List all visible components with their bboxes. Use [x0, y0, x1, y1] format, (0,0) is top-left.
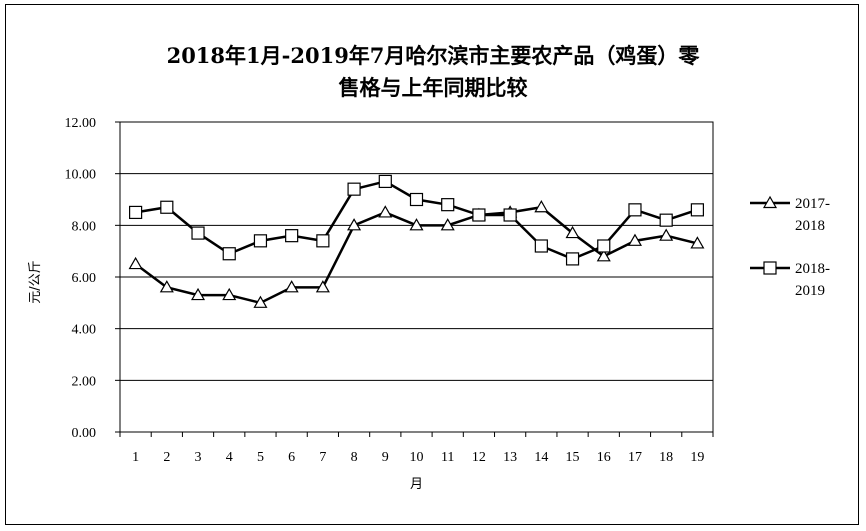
- legend-label-2-line1: 2018-: [795, 261, 830, 277]
- series-1-point: [222, 287, 237, 301]
- series-2-point: [628, 203, 642, 217]
- series-1-point: [440, 218, 455, 231]
- legend-label-2-line2: 2019: [795, 283, 825, 299]
- series-2-point: [129, 205, 143, 220]
- series-1-point: [159, 280, 174, 293]
- series-2-point: [378, 174, 392, 189]
- x-tick-label: 4: [226, 450, 233, 465]
- x-tick-label: 3: [195, 450, 202, 465]
- series-2-point: [565, 252, 580, 266]
- x-tick-label: 16: [597, 450, 611, 465]
- y-tick-label: 6.00: [72, 271, 97, 286]
- series-1-point: [315, 280, 330, 293]
- series-1-point: [190, 287, 206, 301]
- series-2-point: [160, 200, 174, 214]
- x-tick-label: 6: [288, 450, 295, 465]
- x-tick-label: 8: [351, 450, 358, 465]
- series-1-point: [378, 205, 393, 218]
- x-tick-label: 15: [566, 450, 580, 465]
- chart-title-line2: 售格与上年同期比较: [338, 75, 528, 100]
- y-tick-label: 0.00: [72, 426, 97, 441]
- x-tick-label: 13: [503, 450, 517, 465]
- x-tick-label: 14: [534, 450, 548, 465]
- chart-frame: [5, 4, 859, 525]
- series-1-point: [659, 228, 674, 241]
- series-2-point: [347, 182, 361, 196]
- x-tick-label: 9: [382, 450, 389, 465]
- y-tick-label: 2.00: [72, 374, 97, 389]
- x-tick-label: 19: [690, 450, 704, 465]
- series-1-point: [596, 249, 611, 262]
- x-tick-label: 18: [659, 450, 673, 465]
- y-axis-label: 元/公斤: [28, 260, 43, 303]
- series-2-point: [441, 198, 455, 212]
- series-1-point: [409, 218, 424, 231]
- legend-label-1-line1: 2017-: [795, 196, 830, 212]
- x-tick-label: 10: [410, 450, 424, 465]
- series-1-point: [284, 280, 299, 293]
- legend-label-1-line2: 2018: [795, 218, 825, 234]
- series-1-point: [253, 295, 268, 308]
- series-1-point: [347, 218, 362, 231]
- series-2-point: [191, 226, 205, 240]
- y-tick-label: 12.00: [65, 116, 97, 131]
- series-1-point: [627, 233, 643, 246]
- y-tick-label: 8.00: [72, 219, 97, 234]
- series-2-point: [222, 247, 236, 261]
- series-2-point: [534, 239, 548, 253]
- series-1-point: [128, 256, 143, 270]
- series-2-point: [690, 203, 704, 217]
- x-tick-label: 17: [628, 450, 642, 465]
- y-tick-label: 10.00: [65, 168, 97, 183]
- series-2-point: [659, 213, 673, 227]
- x-tick-label: 1: [132, 450, 139, 465]
- series-2-point: [253, 234, 268, 248]
- series-1-point: [565, 225, 580, 239]
- series-2-point: [503, 208, 517, 222]
- x-tick-label: 2: [163, 450, 170, 465]
- x-tick-label: 5: [257, 450, 264, 465]
- series-2-point: [597, 239, 611, 253]
- y-tick-label: 4.00: [72, 323, 97, 338]
- x-tick-label: 12: [472, 450, 486, 465]
- legend-marker-2: [763, 261, 777, 275]
- x-axis-label: 月: [410, 477, 423, 492]
- series-2-point: [285, 229, 299, 243]
- series-1-point: [690, 236, 705, 249]
- x-tick-label: 7: [319, 450, 326, 465]
- series-2-point: [472, 208, 486, 222]
- series-2-point: [409, 192, 424, 207]
- x-tick-label: 11: [441, 450, 454, 465]
- chart-title-line1: 2018年1月-2019年7月哈尔滨市主要农产品（鸡蛋）零: [166, 43, 700, 68]
- series-1-point: [534, 200, 549, 213]
- series-2-point: [316, 234, 330, 248]
- legend-marker-1: [762, 195, 778, 209]
